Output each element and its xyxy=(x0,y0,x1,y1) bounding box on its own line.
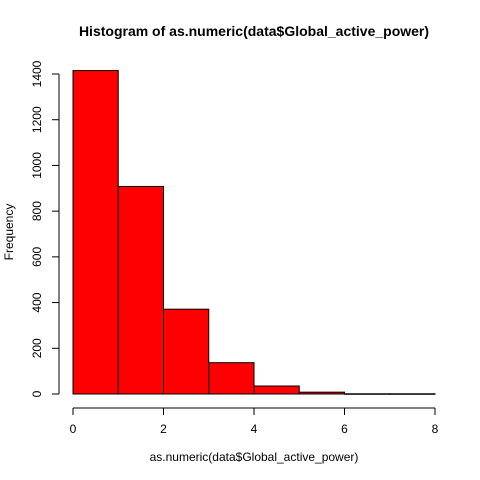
y-tick-label-5: 1000 xyxy=(30,152,44,179)
histogram-bar-0 xyxy=(72,70,119,395)
bars-group xyxy=(72,70,436,395)
x-axis-label: as.numeric(data$Global_active_power) xyxy=(150,450,359,464)
x-tick-label-3: 6 xyxy=(341,422,348,436)
y-axis: 0 200 400 600 800 1000 1200 1400 xyxy=(30,60,60,397)
y-axis-label: Frequency xyxy=(2,204,16,261)
x-tick-label-2: 4 xyxy=(251,422,258,436)
histogram-bar-2 xyxy=(163,308,210,395)
x-axis: 0 2 4 6 8 xyxy=(70,407,439,436)
y-tick-label-0: 0 xyxy=(30,390,44,397)
y-tick-label-6: 1200 xyxy=(30,106,44,133)
y-tick-label-1: 200 xyxy=(30,338,44,358)
x-tick-label-1: 2 xyxy=(160,422,167,436)
chart-title: Histogram of as.numeric(data$Global_acti… xyxy=(79,23,429,39)
x-tick-label-4: 8 xyxy=(432,422,439,436)
histogram-bar-1 xyxy=(117,185,164,395)
histogram-bar-3 xyxy=(208,362,255,395)
y-tick-label-7: 1400 xyxy=(30,60,44,87)
y-tick-label-4: 800 xyxy=(30,201,44,221)
histogram-bar-7 xyxy=(389,393,436,395)
x-tick-label-0: 0 xyxy=(70,422,77,436)
y-tick-label-2: 400 xyxy=(30,292,44,312)
histogram-bar-4 xyxy=(253,385,300,395)
y-tick-label-3: 600 xyxy=(30,247,44,267)
histogram-bar-6 xyxy=(344,393,391,395)
histogram-bar-5 xyxy=(298,391,345,395)
